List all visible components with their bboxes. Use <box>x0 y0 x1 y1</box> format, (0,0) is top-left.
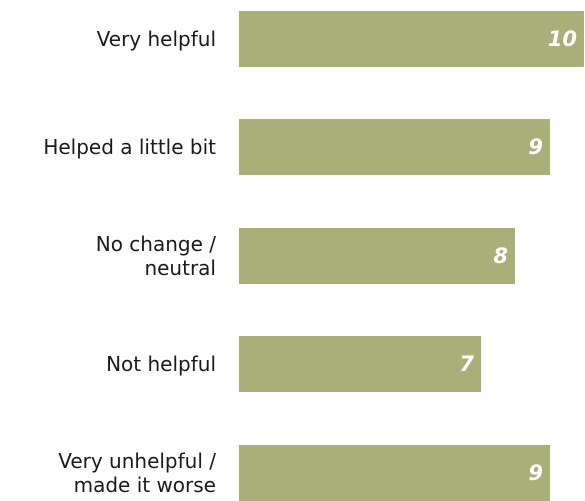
bar <box>239 11 584 67</box>
category-label: Very unhelpful / made it worse <box>58 449 216 497</box>
bar-value-label: 9 <box>528 461 543 485</box>
category-label: Very helpful <box>96 27 216 51</box>
category-label: No change / neutral <box>95 232 216 280</box>
bar <box>239 336 481 392</box>
bar <box>239 445 550 501</box>
bar-value-label: 7 <box>459 352 474 376</box>
category-label: Not helpful <box>106 352 216 376</box>
bar <box>239 228 515 284</box>
bar-value-label: 9 <box>528 135 543 159</box>
bar-value-label: 10 <box>547 27 577 51</box>
category-label: Helped a little bit <box>43 135 216 159</box>
bar <box>239 119 550 175</box>
bar-value-label: 8 <box>493 244 508 268</box>
